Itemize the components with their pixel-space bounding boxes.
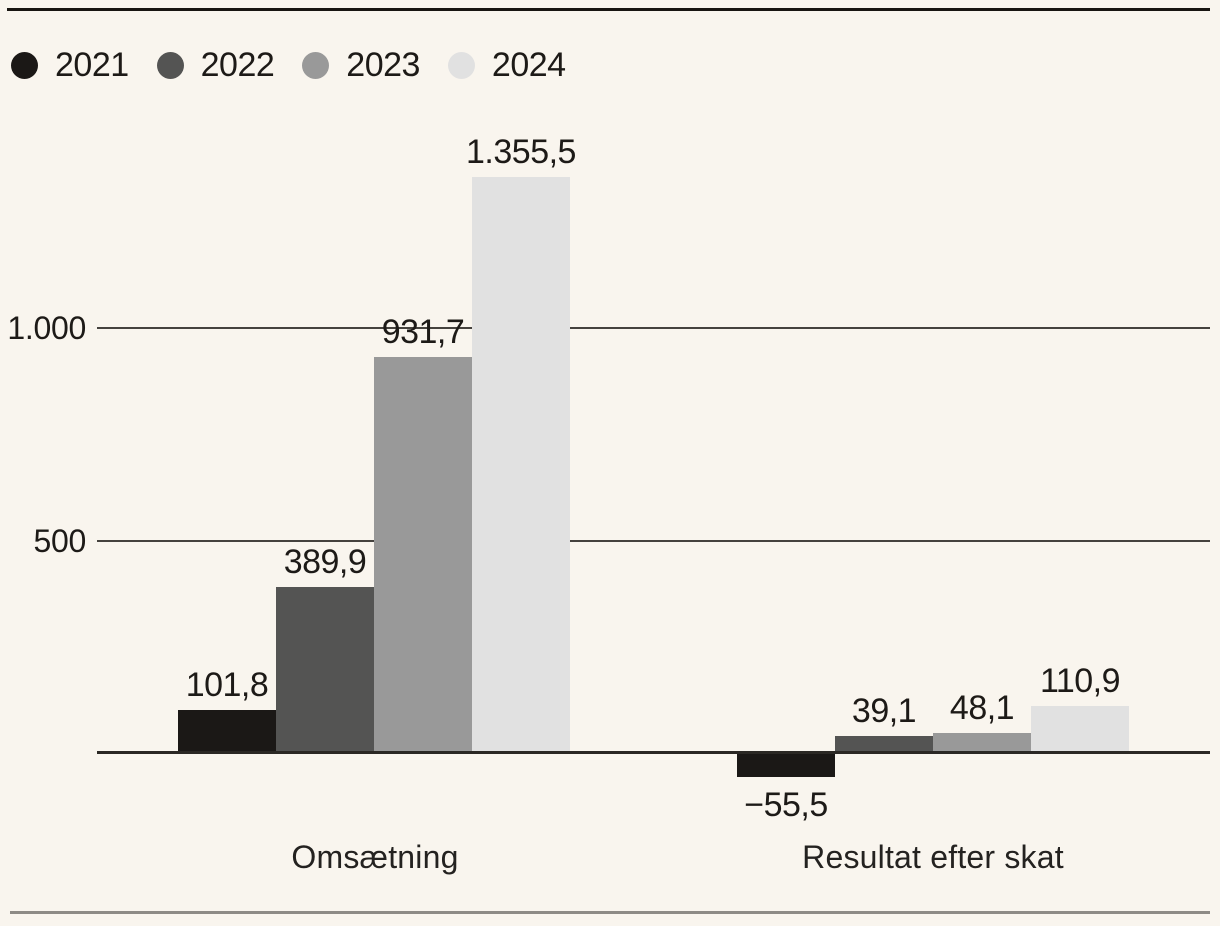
bar-2023-group1 xyxy=(374,357,472,753)
legend-swatch-2021-icon xyxy=(11,51,38,79)
y-tick-label-500: 500 xyxy=(33,522,87,559)
value-label-2023-group1: 931,7 xyxy=(381,313,465,351)
bar-2023-group2 xyxy=(933,733,1031,753)
value-label-2024-group1: 1.355,5 xyxy=(466,133,576,171)
bottom-border-rule xyxy=(10,911,1210,914)
legend-item-2023: 2023 xyxy=(302,48,420,82)
legend-label-2024: 2024 xyxy=(491,46,566,84)
category-label-group2: Resultat efter skat xyxy=(802,839,1064,875)
category-label-group1: Omsætning xyxy=(291,839,459,875)
bar-2024-group2 xyxy=(1031,706,1129,753)
chart-legend: 2021 2022 2023 2024 xyxy=(11,48,566,82)
value-label-2022-group1: 389,9 xyxy=(283,543,367,581)
legend-swatch-2023-icon xyxy=(302,51,330,79)
y-tick-label-1000: 1.000 xyxy=(7,310,86,346)
legend-label-2023: 2023 xyxy=(346,46,420,84)
value-label-2022-group2: 39,1 xyxy=(851,692,917,730)
value-label-2024-group2: 110,9 xyxy=(1039,662,1121,700)
legend-label-2021: 2021 xyxy=(55,46,129,84)
bar-2024-group1 xyxy=(472,177,570,753)
legend-item-2021: 2021 xyxy=(11,48,129,82)
legend-swatch-2022-icon xyxy=(156,51,184,79)
x-axis-baseline xyxy=(97,751,1210,754)
top-border-rule xyxy=(7,8,1210,11)
legend-label-2022: 2022 xyxy=(200,46,275,84)
legend-item-2022: 2022 xyxy=(156,46,275,84)
legend-item-2024: 2024 xyxy=(447,46,566,84)
bar-2022-group1 xyxy=(276,587,374,753)
bar-2021-group1 xyxy=(178,710,276,753)
gridline-500 xyxy=(97,539,1210,542)
value-label-2023-group2: 48,1 xyxy=(949,689,1015,727)
bar-2021-group2 xyxy=(737,753,835,777)
legend-swatch-2024-icon xyxy=(447,51,475,79)
value-label-2021-group2: −55,5 xyxy=(744,786,828,824)
bar-2022-group2 xyxy=(835,736,933,753)
value-label-2021-group1: 101,8 xyxy=(185,666,269,704)
gridline-1000 xyxy=(97,327,1210,329)
